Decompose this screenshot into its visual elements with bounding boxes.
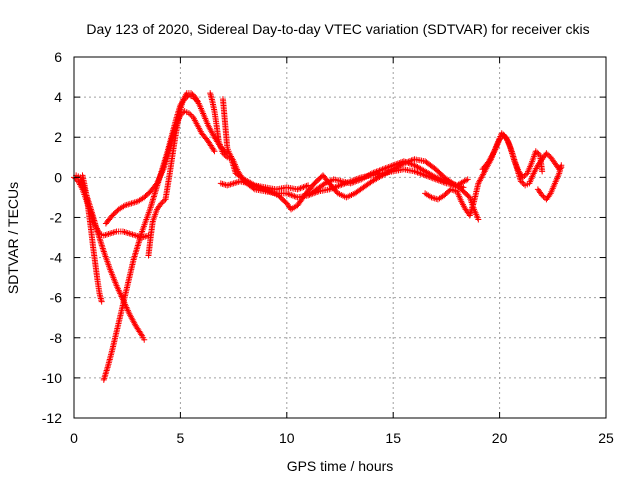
- data-point: [224, 182, 231, 189]
- y-tick-label: -2: [50, 209, 63, 225]
- satellite-track-10: [305, 158, 467, 199]
- data-point: [225, 181, 232, 188]
- x-tick-label: 15: [385, 430, 401, 446]
- data-point: [558, 162, 565, 169]
- data-point: [187, 111, 194, 118]
- data-point: [188, 90, 195, 97]
- data-point: [227, 181, 234, 188]
- data-point: [320, 181, 327, 188]
- data-point: [521, 172, 528, 179]
- satellite-track-6: [145, 90, 231, 259]
- data-point: [219, 150, 226, 157]
- data-point: [211, 148, 218, 155]
- y-axis-label: SDTVAR / TECUs: [5, 182, 21, 294]
- data-point: [121, 228, 128, 235]
- x-tick-label: 25: [598, 430, 614, 446]
- y-tick-label: 2: [54, 129, 62, 145]
- data-point: [543, 150, 550, 157]
- axis-ticks: 0 5 10 15 20 25 -12 -10 -8 -6 -4 -2 0 2 4 6: [42, 49, 614, 446]
- data-point: [517, 178, 524, 185]
- data-point: [232, 179, 239, 186]
- data-point: [127, 230, 134, 237]
- data-point: [544, 151, 551, 158]
- data-point: [433, 195, 440, 202]
- data-point: [222, 152, 229, 159]
- data-point: [158, 200, 165, 207]
- y-tick-label: -4: [50, 250, 63, 266]
- data-point: [475, 216, 482, 223]
- data-point: [108, 229, 115, 236]
- grid: [74, 57, 606, 418]
- y-tick-label: -10: [42, 370, 62, 386]
- y-tick-label: 6: [54, 49, 62, 65]
- data-point: [159, 199, 166, 206]
- data-point: [123, 229, 130, 236]
- data-point: [105, 230, 112, 237]
- chart-title: Day 123 of 2020, Sidereal Day-to-day VTE…: [86, 21, 589, 37]
- data-point: [210, 146, 217, 153]
- data-point: [305, 182, 312, 189]
- data-point: [103, 231, 110, 238]
- satellite-track-4: [100, 92, 201, 383]
- plot-frame: [73, 56, 607, 419]
- y-tick-label: -6: [50, 290, 63, 306]
- y-tick-label: 0: [54, 169, 62, 185]
- data-point: [539, 192, 546, 199]
- x-tick-label: 20: [492, 430, 508, 446]
- data-point: [126, 200, 133, 207]
- data-point: [221, 181, 228, 188]
- data-point: [534, 149, 541, 156]
- satellite-track-12: [479, 132, 565, 189]
- data-point: [460, 184, 467, 191]
- data-point: [107, 230, 114, 237]
- data-point: [233, 179, 240, 186]
- data-point: [464, 176, 471, 183]
- data-point: [98, 298, 105, 305]
- satellite-track-9: [217, 156, 482, 223]
- data-point: [219, 180, 226, 187]
- data-point: [189, 91, 196, 98]
- data-point: [110, 229, 117, 236]
- y-tick-label: -12: [42, 410, 62, 426]
- data-point: [102, 231, 109, 238]
- data-point: [221, 151, 228, 158]
- data-point: [138, 331, 145, 338]
- y-tick-label: -8: [50, 330, 63, 346]
- x-tick-label: 10: [279, 430, 295, 446]
- data-point: [111, 228, 118, 235]
- data-point: [128, 200, 135, 207]
- x-tick-label: 0: [70, 430, 78, 446]
- data-point: [131, 231, 138, 238]
- data-point: [141, 336, 148, 343]
- data-point: [539, 168, 546, 175]
- data-point: [496, 136, 503, 143]
- x-axis-label: GPS time / hours: [287, 458, 394, 474]
- y-tick-label: 4: [54, 89, 62, 105]
- data-point: [532, 148, 539, 155]
- data-point: [129, 231, 136, 238]
- data-point: [130, 199, 137, 206]
- data-point: [229, 180, 236, 187]
- data-point: [185, 110, 192, 117]
- data-point: [124, 229, 131, 236]
- data-point: [519, 179, 526, 186]
- x-tick-label: 5: [177, 430, 185, 446]
- data-point: [522, 171, 529, 178]
- satellite-track-13: [534, 162, 565, 203]
- data-points: [71, 90, 565, 383]
- data-point: [217, 180, 224, 187]
- data-point: [126, 230, 133, 237]
- data-point: [230, 180, 237, 187]
